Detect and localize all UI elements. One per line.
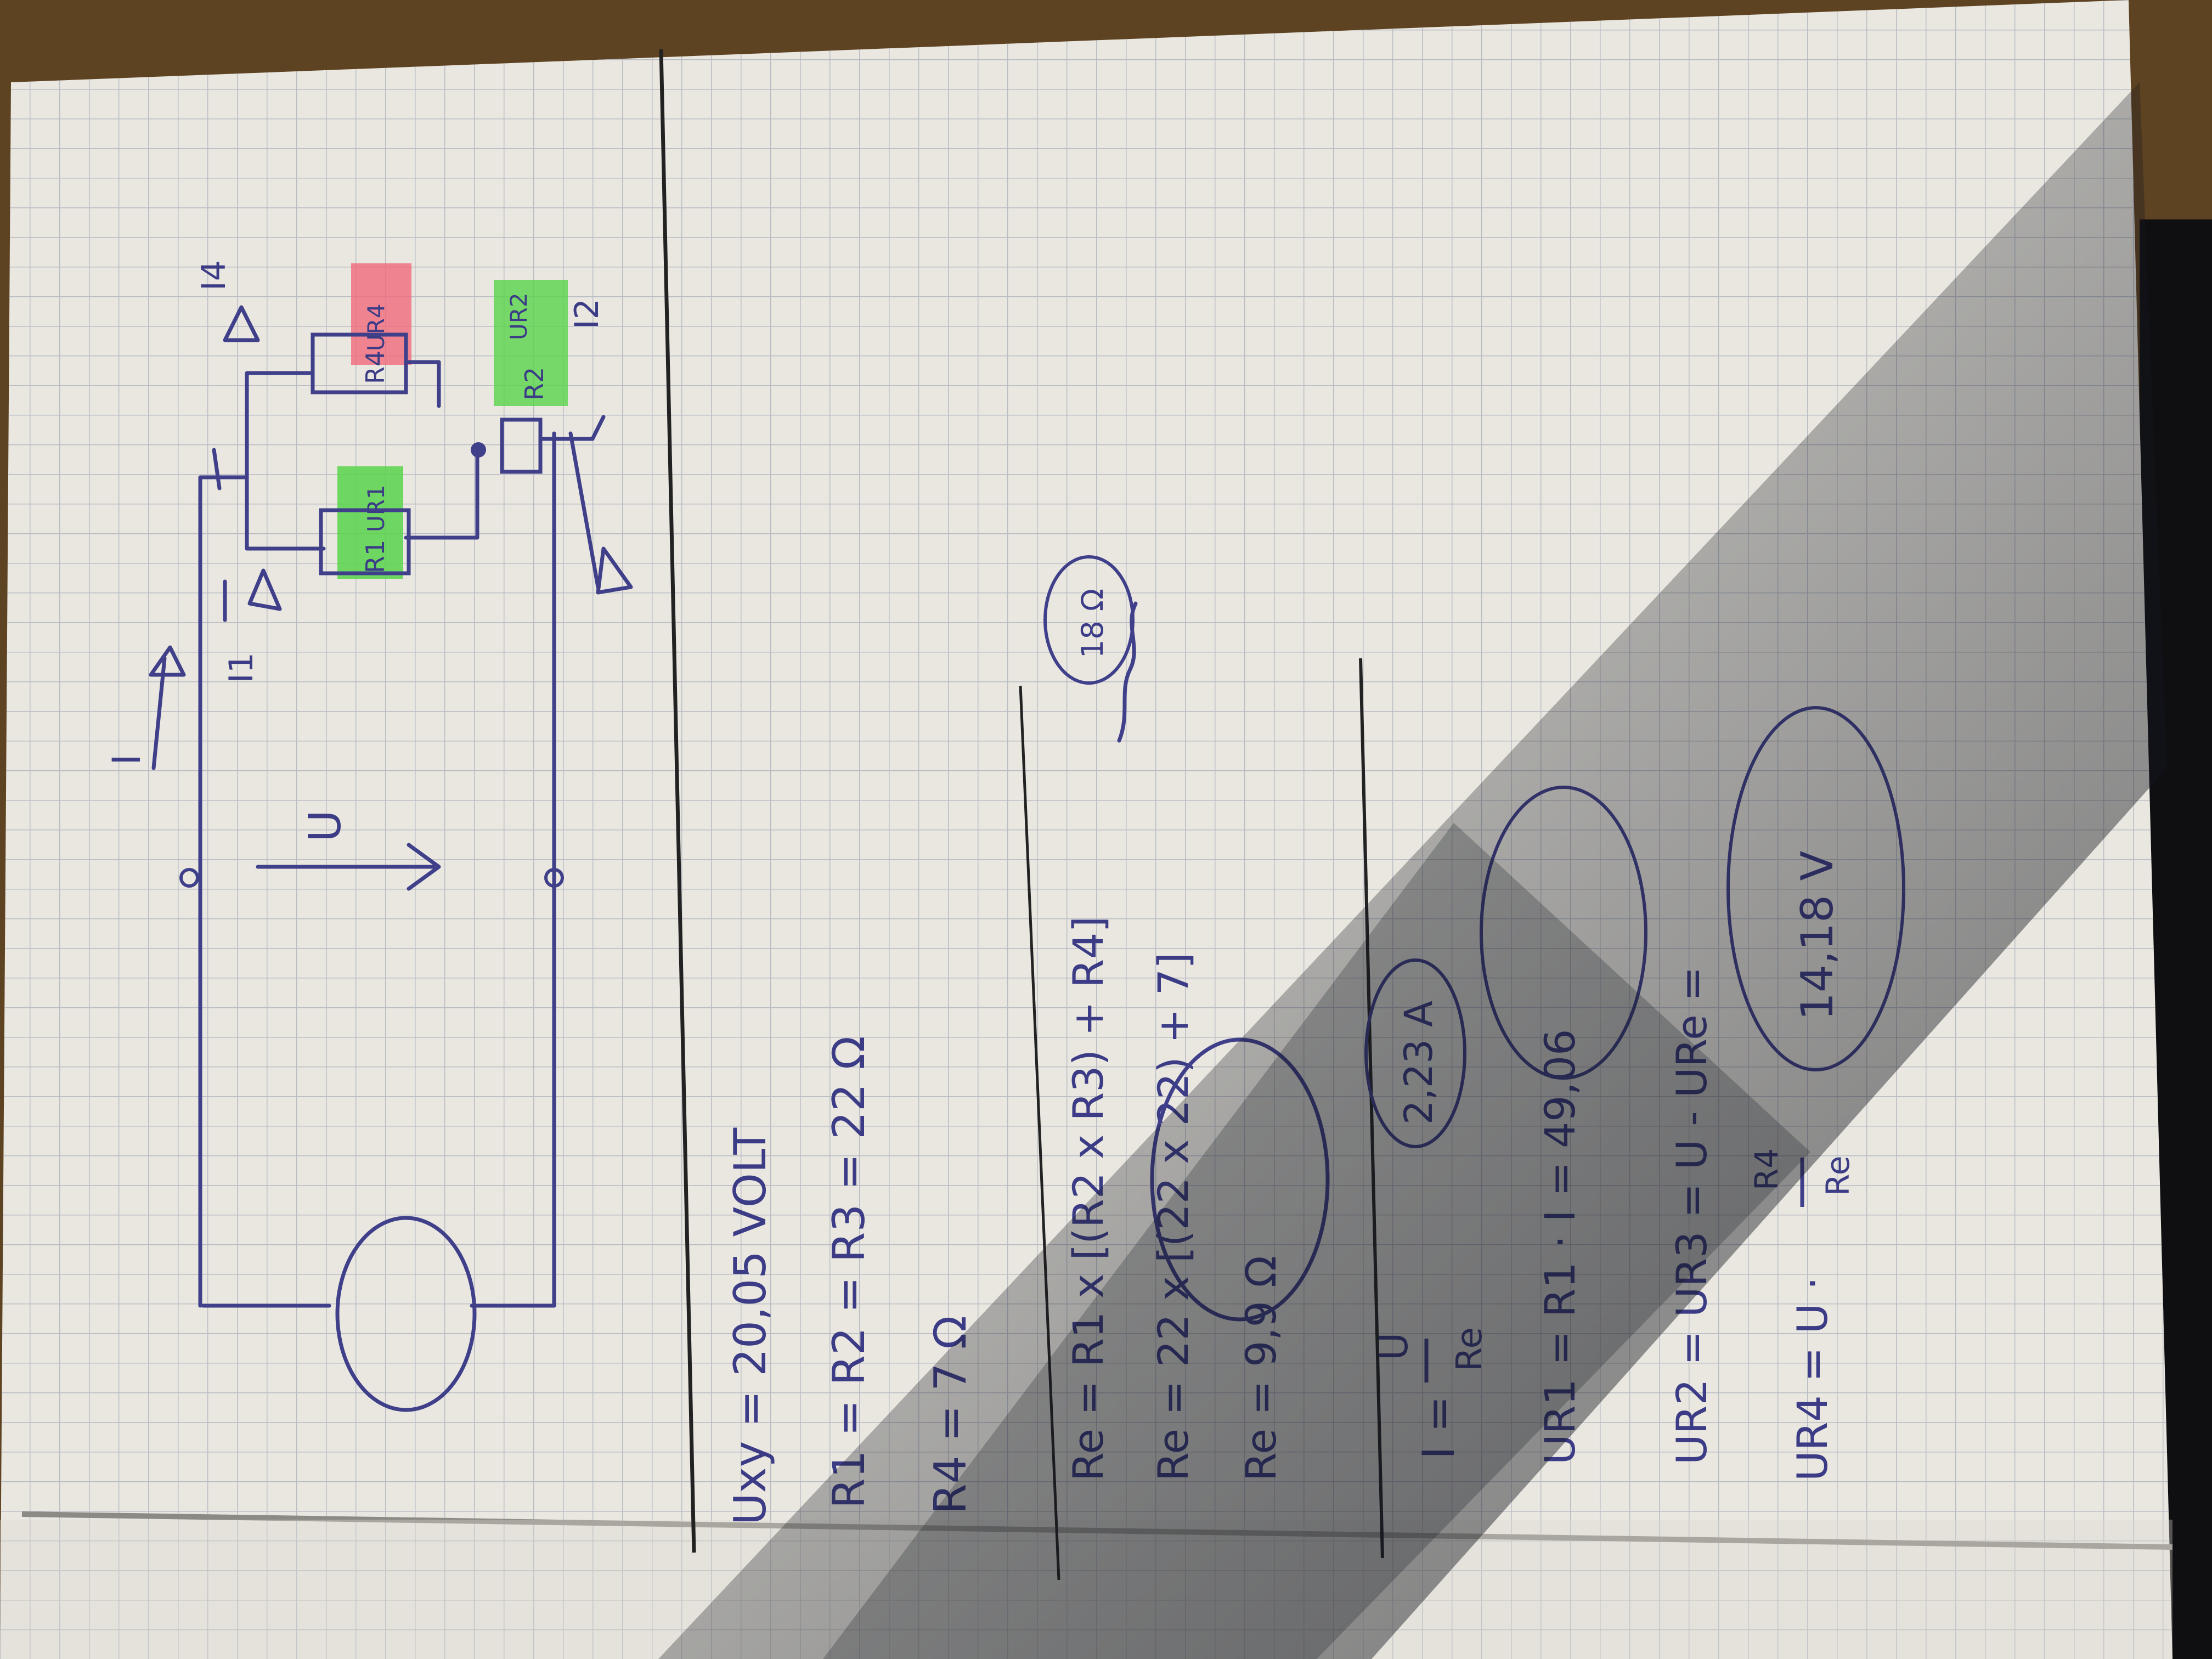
resistor-r1 [319,508,411,575]
resistor-r2 [500,417,543,474]
circuit-diagram: I U I1 I4 I2 R1 UR1 R4 UR4 R2 UR2 [104,260,633,1412]
highlight-red [351,263,411,365]
highlight-green [337,466,403,579]
highlight-green [494,280,568,406]
label-ur1: UR1 [363,484,390,532]
note-line: R1 = R2 = R3 = 22 Ω [823,1036,874,1509]
terminal [544,868,564,888]
note-line: Uxy = 20,05 VOLT [725,1127,776,1525]
shadow-overlay [658,82,2167,1659]
divider-line [659,49,696,1553]
ur4-lhs: UR4 = U · [1788,1277,1837,1481]
label-ur2: UR2 [505,292,532,340]
label-voltage-u: U [300,810,351,842]
label-current-total: I [104,754,149,765]
terminal [179,868,199,888]
result-circled: 18 Ω [1075,589,1110,658]
label-ur4: UR4 [363,303,390,351]
label-r2: R2 [520,367,549,400]
label-current-i2: I2 [568,298,606,329]
source-circle [335,1216,477,1412]
label-r4: R4 [360,351,390,384]
label-current-i4: I4 [195,260,233,291]
label-current-i1: I1 [222,652,261,683]
circle-mark [1043,555,1135,685]
label-r1: R1 [360,540,390,573]
resistor-r4 [311,332,408,394]
shadow-overlay [823,823,1810,1659]
fraction-denominator: Re [1819,1156,1857,1196]
node-dot [471,442,486,458]
